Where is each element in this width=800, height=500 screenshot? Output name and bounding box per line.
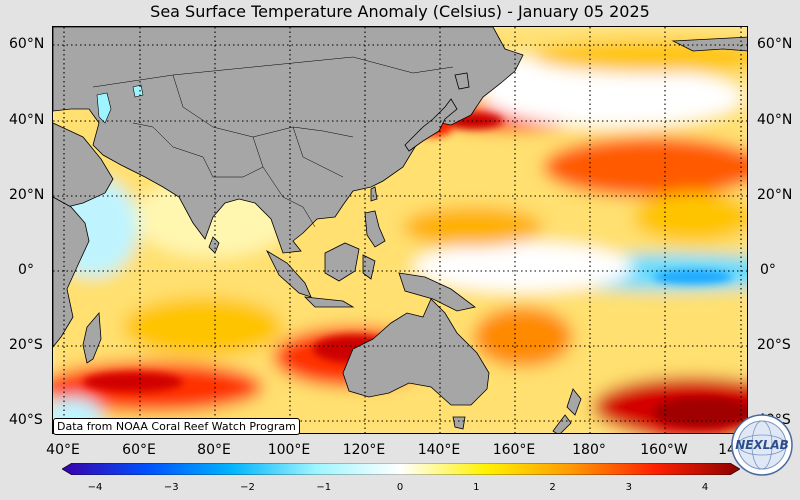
lon-label: 180° bbox=[572, 442, 606, 458]
lon-label: 160°W bbox=[640, 442, 688, 458]
logo-text: NEXLAB bbox=[735, 438, 789, 452]
lat-label-left: 40°S bbox=[9, 412, 43, 428]
lat-label-left: 20°N bbox=[9, 187, 45, 203]
lon-label: 120°E bbox=[342, 442, 386, 458]
lat-label-left: 60°N bbox=[9, 36, 45, 52]
lon-label: 100°E bbox=[267, 442, 311, 458]
lat-label-right: 20°S bbox=[757, 337, 791, 353]
lon-label: 80°E bbox=[197, 442, 231, 458]
colorbar-tick: 3 bbox=[625, 482, 632, 493]
colorbar-tick: −3 bbox=[163, 482, 179, 493]
colorbar-tick: 1 bbox=[473, 482, 480, 493]
lat-label-right: 40°N bbox=[757, 112, 793, 128]
lat-label-right: 0° bbox=[760, 262, 776, 278]
colorbar-tick: 0 bbox=[396, 482, 404, 493]
colorbar-tick: −2 bbox=[240, 482, 255, 493]
colorbar bbox=[62, 463, 740, 475]
lat-label-left: 0° bbox=[18, 262, 34, 278]
colorbar-tick: −1 bbox=[316, 482, 332, 493]
lon-label: 40°E bbox=[46, 442, 80, 458]
colorbar-tick: 2 bbox=[549, 482, 556, 493]
data-credit: Data from NOAA Coral Reef Watch Program bbox=[53, 418, 300, 435]
lat-label-right: 60°N bbox=[757, 36, 793, 52]
map-title: Sea Surface Temperature Anomaly (Celsius… bbox=[150, 2, 650, 21]
lon-label: 160°E bbox=[492, 442, 536, 458]
lat-label-left: 20°S bbox=[9, 337, 43, 353]
map-canvas bbox=[53, 27, 747, 433]
graticule bbox=[53, 27, 747, 433]
lon-label: 140°E bbox=[417, 442, 461, 458]
lat-label-left: 40°N bbox=[9, 112, 45, 128]
nexlab-logo: NEXLAB bbox=[731, 414, 793, 476]
colorbar-tick: −4 bbox=[87, 482, 103, 493]
lon-label: 60°E bbox=[122, 442, 156, 458]
sst-anomaly-map bbox=[52, 26, 748, 434]
colorbar-tick: 4 bbox=[701, 482, 709, 493]
lat-label-right: 20°N bbox=[757, 187, 793, 203]
